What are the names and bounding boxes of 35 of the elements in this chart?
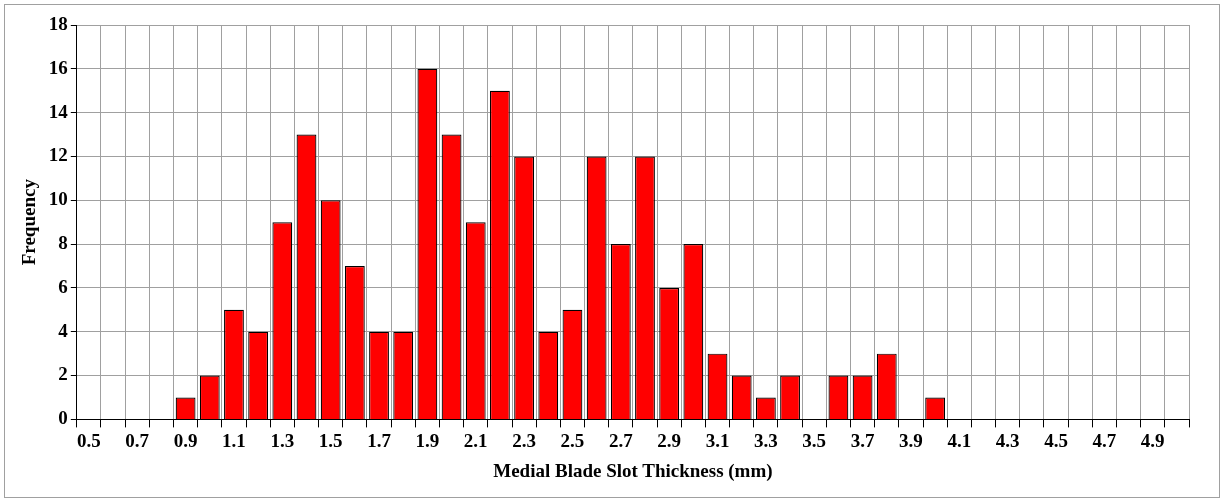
y-tick-label: 18 [48,12,68,34]
x-tick-label: 1.7 [367,429,392,451]
x-tick-label: 1.5 [318,429,343,451]
y-tick-label: 10 [48,188,68,210]
x-tick-label: 2.9 [657,429,682,451]
x-tick-label: 1.9 [415,429,440,451]
y-tick-label: 14 [48,100,69,122]
x-tick-label: 1.3 [270,429,295,451]
x-tick-label: 4.5 [1044,429,1068,451]
x-tick-label: 4.7 [1092,429,1117,451]
y-tick-label: 12 [48,144,68,166]
y-tick-label: 2 [58,363,68,385]
y-tick-label: 0 [58,407,68,429]
x-axis-title: Medial Blade Slot Thickness (mm) [493,459,773,482]
x-tick-label: 0.5 [77,429,101,451]
y-tick-label: 4 [58,319,69,341]
x-tick-label: 1.1 [222,429,246,451]
x-tick-label: 4.1 [947,429,972,451]
x-tick-label: 3.9 [899,429,923,451]
x-tick-label: 2.7 [608,429,634,451]
x-tick-label: 2.5 [560,429,585,451]
x-tick-label: 2.1 [463,429,488,451]
y-tick-label: 16 [48,56,68,78]
x-tick-label: 0.9 [173,429,198,451]
x-tick-label: 4.9 [1140,429,1165,451]
x-tick-label: 3.3 [754,429,778,451]
y-tick-label: 6 [58,275,68,297]
x-tick-label: 0.7 [125,429,150,451]
x-tick-label: 4.3 [995,429,1020,451]
y-axis-title: Frequency [18,178,40,266]
x-tick-label: 3.5 [802,429,827,451]
x-tick-label: 2.3 [512,429,536,451]
x-tick-label: 3.7 [850,429,875,451]
y-tick-label: 8 [58,232,68,254]
x-tick-label: 3.1 [705,429,730,451]
